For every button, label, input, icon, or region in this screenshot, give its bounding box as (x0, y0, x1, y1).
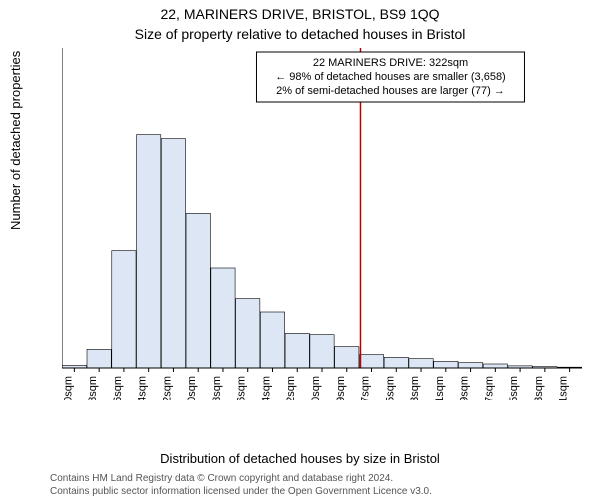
xtick-label: 224sqm (260, 376, 272, 400)
annotation-line: 22 MARINERS DRIVE: 322sqm (313, 57, 468, 69)
xtick-label: 477sqm (483, 376, 495, 400)
xtick-label: 449sqm (459, 376, 471, 400)
chart-container: 22, MARINERS DRIVE, BRISTOL, BS9 1QQ Siz… (0, 0, 600, 500)
bar (211, 268, 235, 368)
bar (285, 333, 309, 368)
bar (260, 312, 284, 368)
annotation-line: 2% of semi-detached houses are larger (7… (276, 85, 505, 97)
xtick-label: 84sqm (137, 376, 149, 400)
footer-line2: Contains public sector information licen… (50, 485, 600, 498)
xtick-label: 196sqm (236, 376, 248, 400)
bar (310, 335, 334, 368)
xtick-label: 365sqm (384, 376, 396, 400)
xtick-label: 309sqm (335, 376, 347, 400)
xtick-label: 393sqm (409, 376, 421, 400)
bar (335, 347, 359, 368)
xtick-label: 28sqm (87, 376, 99, 400)
bar (384, 357, 408, 368)
title-line1: 22, MARINERS DRIVE, BRISTOL, BS9 1QQ (0, 6, 600, 22)
bar (186, 213, 210, 368)
xtick-label: 140sqm (186, 376, 198, 400)
bar (112, 251, 136, 368)
xtick-label: 533sqm (533, 376, 545, 400)
footer-line1: Contains HM Land Registry data © Crown c… (50, 472, 600, 485)
xtick-label: 168sqm (211, 376, 223, 400)
bar (87, 349, 111, 368)
bar (359, 355, 383, 368)
bar (137, 135, 161, 368)
bar (434, 361, 458, 368)
x-axis-label: Distribution of detached houses by size … (0, 451, 600, 466)
xtick-label: 280sqm (310, 376, 322, 400)
y-axis-label: Number of detached properties (8, 51, 23, 230)
bar (458, 363, 482, 368)
xtick-label: 561sqm (558, 376, 570, 400)
title-line2: Size of property relative to detached ho… (0, 26, 600, 42)
xtick-label: 0sqm (62, 376, 74, 400)
bar (409, 359, 433, 368)
bar (161, 139, 185, 368)
xtick-label: 505sqm (508, 376, 520, 400)
chart-plot: 020040060080010001200 0sqm28sqm56sqm84sq… (62, 48, 582, 400)
footer-text: Contains HM Land Registry data © Crown c… (0, 472, 600, 498)
bar (236, 299, 260, 368)
xtick-label: 421sqm (434, 376, 446, 400)
xtick-label: 56sqm (112, 376, 124, 400)
xtick-label: 112sqm (161, 376, 173, 400)
xtick-label: 337sqm (360, 376, 372, 400)
bar (483, 364, 507, 368)
xtick-label: 252sqm (285, 376, 297, 400)
annotation-line: ← 98% of detached houses are smaller (3,… (275, 71, 506, 83)
